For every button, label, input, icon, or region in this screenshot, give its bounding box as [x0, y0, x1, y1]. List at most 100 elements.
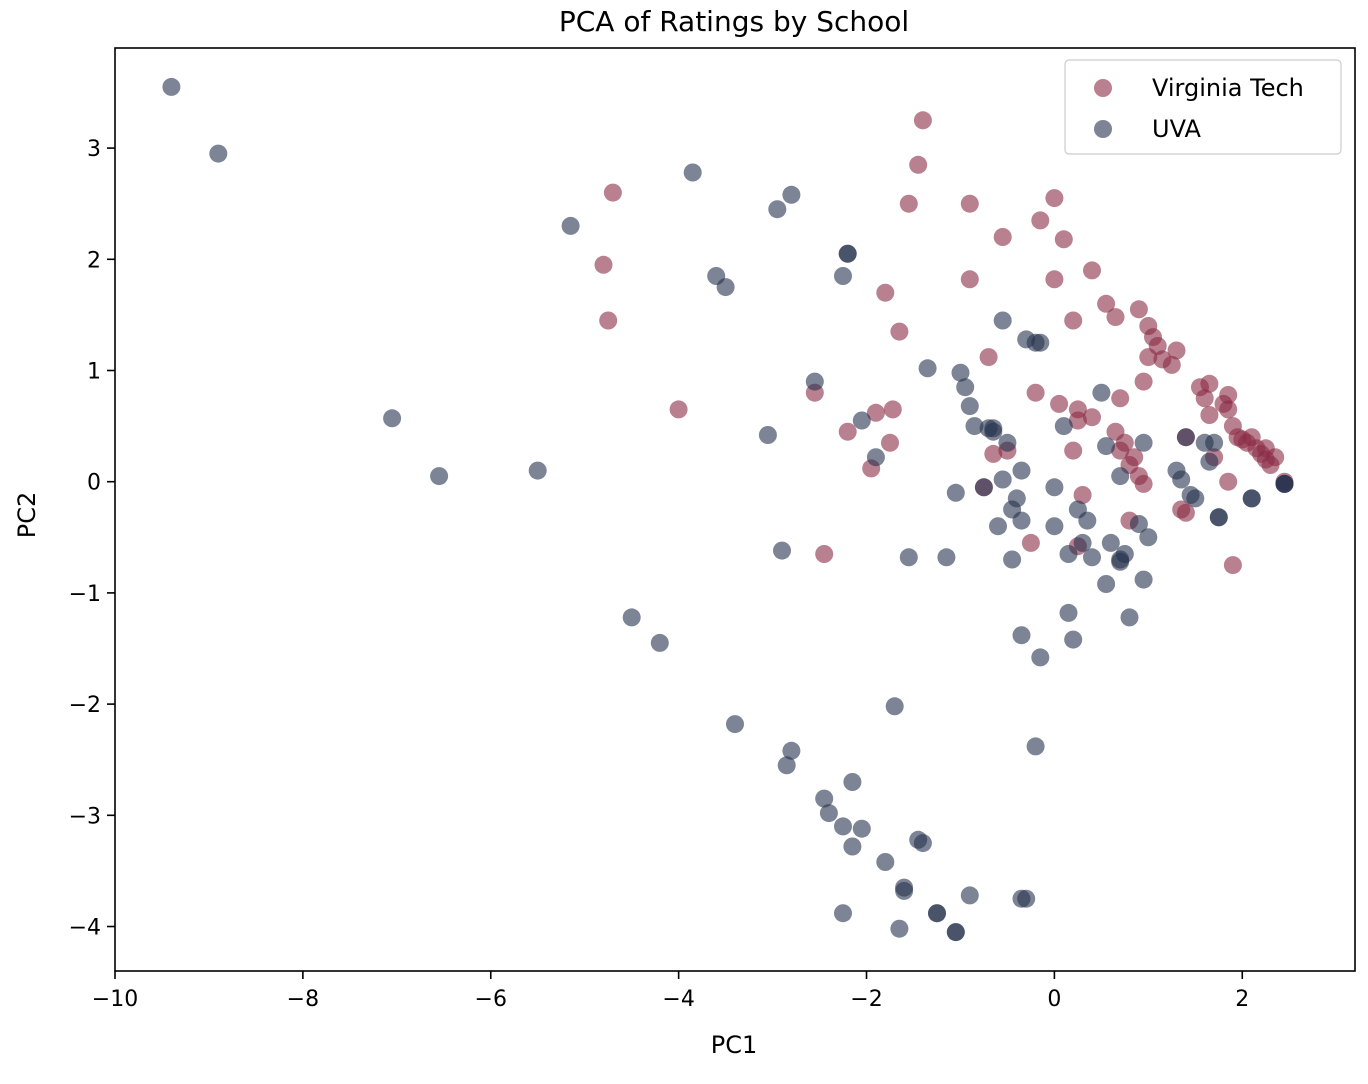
data-point-uva-77 [1064, 630, 1083, 649]
data-point-uva-14 [773, 541, 791, 560]
data-point-uva-51 [974, 478, 993, 497]
data-point-uva-73 [1045, 517, 1064, 536]
data-point-uva-57 [993, 470, 1012, 489]
data-point-uva-58 [998, 433, 1017, 452]
data-point-uva-61 [1007, 489, 1026, 508]
data-point-uva-13 [768, 200, 787, 219]
x-tick-label-2: −6 [475, 987, 507, 1012]
data-point-virginia-tech-79 [1223, 556, 1242, 575]
legend-label-virginia-tech: Virginia Tech [1152, 74, 1304, 102]
data-point-virginia-tech-10 [881, 433, 899, 452]
data-point-uva-92 [1134, 570, 1153, 589]
data-point-uva-33 [890, 919, 909, 938]
data-point-virginia-tech-80 [1219, 472, 1238, 491]
data-point-uva-6 [622, 608, 641, 627]
data-point-uva-25 [834, 904, 852, 923]
data-point-uva-75 [1059, 603, 1078, 622]
data-point-virginia-tech-61 [1195, 389, 1214, 408]
data-point-virginia-tech-39 [1106, 308, 1125, 327]
data-point-virginia-tech-3 [669, 400, 688, 419]
data-point-uva-49 [960, 886, 979, 905]
data-point-virginia-tech-23 [1021, 533, 1040, 552]
data-point-uva-32 [885, 697, 904, 716]
data-point-uva-21 [834, 267, 852, 285]
data-point-virginia-tech-8 [866, 403, 885, 422]
data-point-virginia-tech-46 [1125, 448, 1144, 467]
data-point-uva-60 [1003, 550, 1022, 569]
y-tick-label-5: 1 [87, 359, 101, 384]
data-point-virginia-tech-25 [1031, 211, 1050, 230]
data-point-virginia-tech-34 [1073, 486, 1092, 504]
x-axis-label: PC1 [711, 1031, 758, 1059]
data-point-uva-44 [946, 923, 965, 942]
data-point-virginia-tech-19 [984, 444, 1003, 463]
data-point-uva-48 [960, 397, 979, 416]
data-point-virginia-tech-49 [1134, 372, 1153, 391]
data-point-uva-31 [876, 853, 895, 871]
data-point-uva-10 [716, 278, 735, 297]
data-point-uva-91 [1129, 515, 1148, 533]
data-point-uva-30 [866, 448, 885, 467]
data-point-uva-28 [852, 819, 871, 838]
data-point-virginia-tech-12 [890, 322, 909, 341]
data-point-uva-1 [209, 144, 228, 163]
data-point-virginia-tech-58 [1176, 503, 1195, 522]
data-point-uva-97 [1176, 428, 1195, 447]
legend: Virginia Tech UVA [1064, 59, 1342, 155]
data-point-uva-26 [843, 773, 862, 791]
data-point-uva-23 [838, 244, 857, 263]
data-point-virginia-tech-24 [1026, 383, 1045, 402]
x-tick-label-4: −2 [850, 987, 882, 1012]
data-point-uva-76 [1059, 545, 1078, 563]
data-point-uva-79 [1073, 533, 1092, 552]
data-point-virginia-tech-0 [603, 183, 622, 202]
data-point-virginia-tech-27 [1045, 270, 1064, 289]
data-point-uva-24 [834, 817, 852, 836]
data-point-virginia-tech-6 [838, 422, 857, 441]
data-point-uva-50 [965, 417, 984, 436]
data-point-virginia-tech-21 [993, 228, 1012, 246]
data-point-virginia-tech-17 [960, 270, 979, 289]
data-point-uva-71 [1031, 648, 1050, 667]
data-point-virginia-tech-66 [1219, 400, 1238, 419]
data-point-virginia-tech-31 [1064, 441, 1083, 460]
legend-label-uva: UVA [1152, 115, 1201, 143]
data-point-uva-7 [650, 633, 669, 652]
data-point-virginia-tech-28 [1050, 394, 1069, 413]
data-point-uva-8 [683, 163, 702, 182]
data-point-virginia-tech-55 [1162, 355, 1181, 374]
data-point-virginia-tech-30 [1064, 311, 1083, 330]
data-point-uva-99 [1186, 489, 1205, 508]
data-point-uva-27 [843, 837, 862, 856]
data-point-uva-62 [1012, 626, 1031, 645]
data-point-uva-55 [989, 517, 1007, 536]
data-point-uva-42 [937, 548, 956, 567]
data-point-uva-94 [1139, 528, 1158, 547]
data-point-virginia-tech-9 [876, 283, 895, 302]
y-axis-label: PC2 [13, 492, 41, 539]
data-point-virginia-tech-78 [1266, 448, 1285, 467]
data-point-uva-89 [1115, 545, 1134, 563]
legend-marker-virginia-tech [1094, 79, 1112, 97]
data-point-uva-81 [1083, 548, 1101, 567]
data-point-uva-80 [1078, 511, 1097, 530]
data-point-uva-39 [918, 359, 937, 378]
data-points [162, 77, 1294, 942]
y-tick-label-0: −4 [69, 916, 101, 941]
legend-marker-uva [1094, 120, 1112, 138]
data-point-uva-102 [1205, 433, 1224, 452]
data-point-virginia-tech-11 [883, 400, 902, 419]
data-point-virginia-tech-15 [913, 111, 932, 130]
data-point-virginia-tech-37 [1083, 261, 1101, 280]
data-point-uva-29 [852, 411, 871, 430]
data-point-virginia-tech-29 [1054, 230, 1073, 249]
data-point-uva-70 [1026, 737, 1045, 756]
data-point-uva-84 [1097, 575, 1116, 593]
data-point-uva-72 [1045, 478, 1064, 497]
y-tick-label-6: 2 [87, 248, 101, 273]
data-point-virginia-tech-81 [1134, 474, 1153, 493]
data-point-uva-63 [1012, 461, 1031, 480]
data-point-uva-64 [1012, 511, 1031, 530]
x-tick-label-5: 0 [1047, 987, 1061, 1012]
data-point-uva-12 [758, 426, 777, 444]
